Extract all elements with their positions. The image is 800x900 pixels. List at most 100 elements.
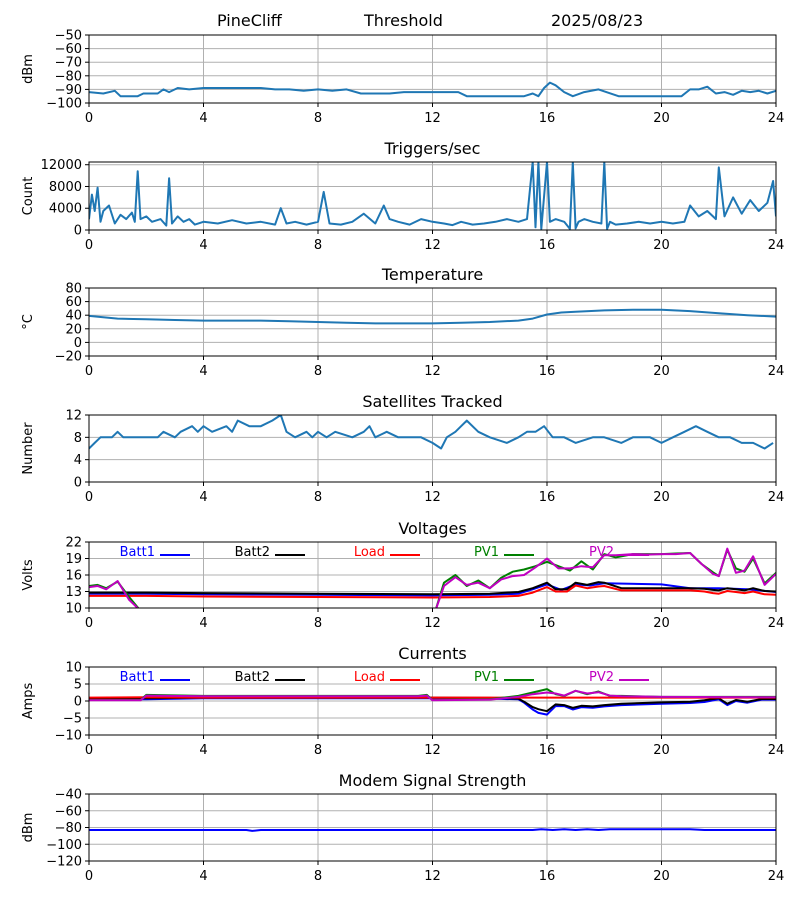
x-tick-label: 8 bbox=[314, 111, 322, 126]
x-tick-label: 24 bbox=[768, 364, 785, 379]
x-tick-label: 0 bbox=[85, 616, 93, 631]
y-axis-label: Volts bbox=[21, 559, 36, 591]
x-tick-label: 8 bbox=[314, 490, 322, 505]
x-tick-label: 0 bbox=[85, 743, 93, 758]
series-line-load bbox=[89, 584, 776, 599]
x-tick-label: 20 bbox=[653, 616, 670, 631]
y-tick-label: 16 bbox=[65, 569, 82, 584]
y-tick-label: 8000 bbox=[49, 180, 82, 195]
trigger-mode: Threshold bbox=[363, 11, 443, 30]
y-tick-label: 12000 bbox=[41, 158, 82, 173]
series-line-0 bbox=[89, 162, 776, 230]
legend-label-batt2: Batt2 bbox=[235, 670, 270, 685]
panel-title: Triggers/sec bbox=[384, 139, 481, 158]
series-group bbox=[89, 415, 774, 450]
y-tick-label: 0 bbox=[74, 476, 82, 491]
y-tick-label: 5 bbox=[74, 678, 82, 693]
series-group bbox=[89, 828, 776, 832]
x-tick-label: 16 bbox=[539, 111, 556, 126]
series-line-0 bbox=[89, 415, 774, 450]
y-tick-label: −5 bbox=[63, 712, 82, 727]
y-tick-label: 8 bbox=[74, 431, 82, 446]
series-group bbox=[89, 81, 776, 98]
panel-1: 0 4 8 12 16 20 24 0 4000 8000 12000 Triggers/sec Cou… bbox=[21, 139, 784, 253]
panel-title: Satellites Tracked bbox=[362, 392, 502, 411]
y-tick-label: −20 bbox=[55, 350, 82, 365]
legend-label-batt1: Batt1 bbox=[120, 670, 155, 685]
y-tick-label: −60 bbox=[55, 804, 82, 819]
y-tick-label: 80 bbox=[65, 282, 82, 297]
x-tick-label: 8 bbox=[314, 869, 322, 884]
station-name: PineCliff bbox=[217, 11, 283, 30]
x-tick-label: 20 bbox=[653, 364, 670, 379]
x-tick-label: 16 bbox=[539, 743, 556, 758]
y-tick-label: −40 bbox=[55, 788, 82, 803]
legend-label-pv2: PV2 bbox=[589, 545, 614, 560]
y-tick-label: −50 bbox=[55, 29, 82, 44]
legend-label-pv1: PV1 bbox=[474, 670, 499, 685]
y-tick-label: 40 bbox=[65, 309, 82, 324]
panel-6: 0 4 8 12 16 20 24 −120 −100 −80 −60−40 Modem Signal… bbox=[21, 771, 784, 884]
x-tick-label: 0 bbox=[85, 364, 93, 379]
x-tick-label: 0 bbox=[85, 111, 93, 126]
series-group bbox=[89, 162, 776, 230]
x-tick-label: 12 bbox=[424, 869, 441, 884]
panel-0: 0 4 8 12 16 20 24 −100−90−80−70−60−50 dBm bbox=[21, 29, 784, 127]
panel-title: Temperature bbox=[381, 265, 483, 284]
report-date: 2025/08/23 bbox=[551, 11, 643, 30]
x-tick-label: 12 bbox=[424, 111, 441, 126]
y-tick-label: 22 bbox=[65, 536, 82, 551]
x-tick-label: 4 bbox=[199, 616, 207, 631]
y-tick-label: −100 bbox=[46, 838, 82, 853]
x-tick-label: 16 bbox=[539, 238, 556, 253]
series-group bbox=[89, 547, 776, 608]
y-tick-label: 4 bbox=[74, 453, 82, 468]
y-tick-label: −10 bbox=[55, 729, 82, 744]
y-tick-label: −70 bbox=[55, 56, 82, 71]
legend-label-pv2: PV2 bbox=[589, 670, 614, 685]
y-tick-label: 0 bbox=[74, 336, 82, 351]
panel-5: 0 4 8 12 16 20 24 −10 −5 0 5 10 Currents Amps Batt1 Bat… bbox=[21, 644, 784, 758]
y-tick-label: 20 bbox=[65, 322, 82, 337]
y-axis-label: dBm bbox=[21, 813, 36, 843]
x-tick-label: 0 bbox=[85, 238, 93, 253]
series-line-0 bbox=[89, 81, 776, 98]
panel-title: Currents bbox=[398, 644, 466, 663]
y-tick-label: −80 bbox=[55, 69, 82, 84]
x-tick-label: 16 bbox=[539, 490, 556, 505]
x-tick-label: 24 bbox=[768, 616, 785, 631]
x-tick-label: 20 bbox=[653, 743, 670, 758]
x-tick-label: 20 bbox=[653, 238, 670, 253]
y-tick-label: −120 bbox=[46, 855, 82, 870]
x-tick-label: 12 bbox=[424, 743, 441, 758]
y-tick-label: −90 bbox=[55, 83, 82, 98]
x-tick-label: 8 bbox=[314, 743, 322, 758]
y-tick-label: 0 bbox=[74, 224, 82, 239]
x-tick-label: 20 bbox=[653, 490, 670, 505]
legend-label-batt2: Batt2 bbox=[235, 545, 270, 560]
y-tick-label: 12 bbox=[65, 409, 82, 424]
y-tick-label: 60 bbox=[65, 295, 82, 310]
series-line-0 bbox=[89, 828, 776, 832]
x-tick-label: 24 bbox=[768, 111, 785, 126]
y-axis-label: °C bbox=[21, 314, 36, 330]
x-tick-label: 4 bbox=[199, 364, 207, 379]
x-tick-label: 20 bbox=[653, 869, 670, 884]
y-tick-label: −80 bbox=[55, 821, 82, 836]
x-tick-label: 12 bbox=[424, 490, 441, 505]
x-tick-label: 0 bbox=[85, 490, 93, 505]
y-tick-label: 4000 bbox=[49, 202, 82, 217]
y-tick-label: −60 bbox=[55, 42, 82, 57]
legend-label-load: Load bbox=[354, 545, 385, 560]
y-axis-label: Number bbox=[21, 422, 36, 475]
x-tick-label: 0 bbox=[85, 869, 93, 884]
x-tick-label: 8 bbox=[314, 616, 322, 631]
x-tick-label: 24 bbox=[768, 490, 785, 505]
x-tick-label: 24 bbox=[768, 238, 785, 253]
y-tick-label: 13 bbox=[65, 585, 82, 600]
x-tick-label: 20 bbox=[653, 111, 670, 126]
series-group bbox=[89, 308, 776, 325]
x-tick-label: 4 bbox=[199, 869, 207, 884]
y-axis-label: dBm bbox=[21, 54, 36, 84]
